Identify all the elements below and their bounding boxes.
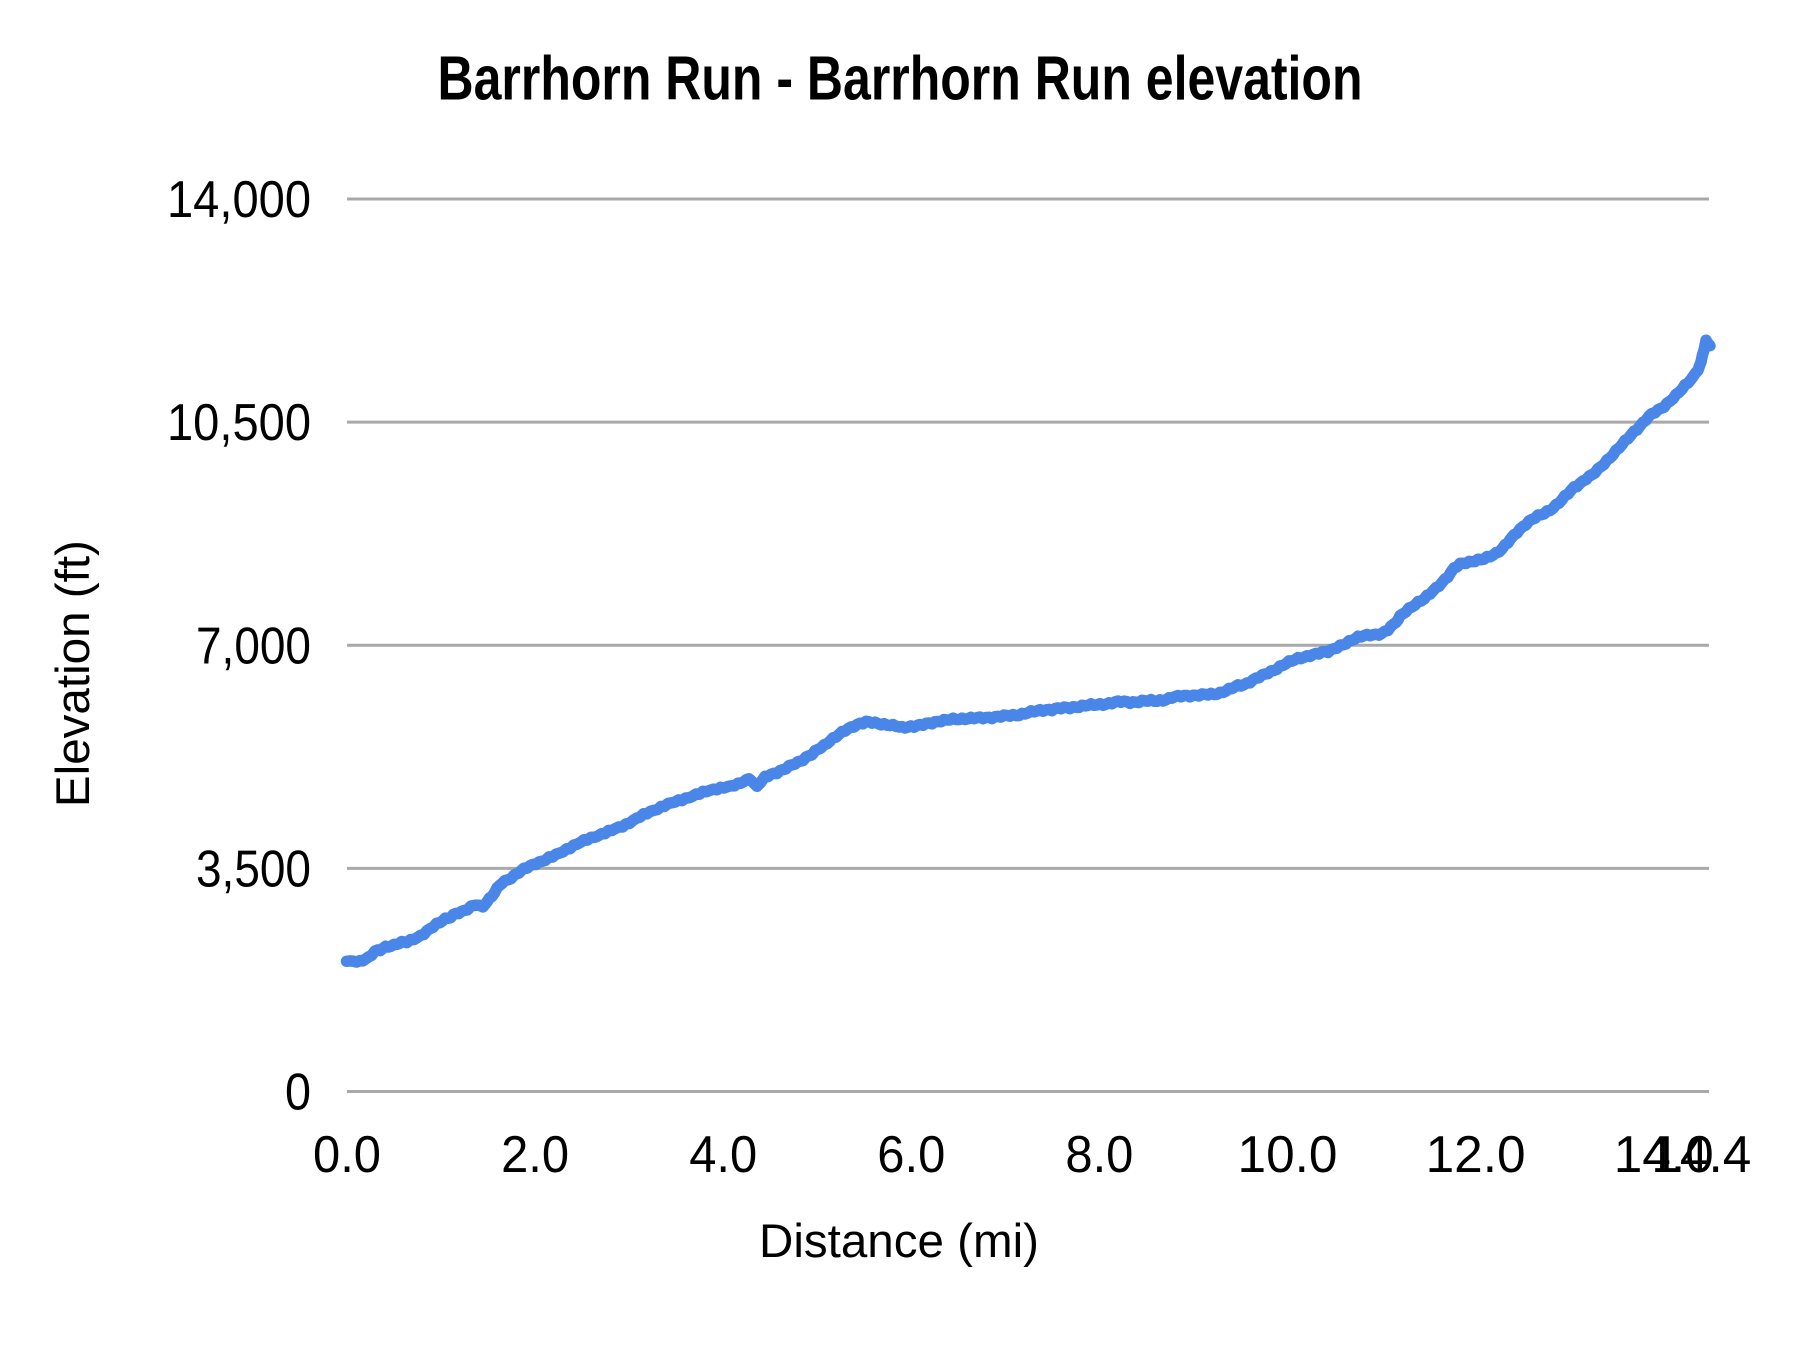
svg-text:0: 0 — [285, 1064, 311, 1122]
svg-text:Elevation (ft): Elevation (ft) — [46, 540, 99, 807]
svg-text:Distance (mi): Distance (mi) — [759, 1214, 1039, 1267]
svg-text:0.0: 0.0 — [313, 1126, 381, 1184]
svg-text:8.0: 8.0 — [1065, 1126, 1133, 1184]
svg-text:4.0: 4.0 — [689, 1126, 757, 1184]
svg-text:14.4: 14.4 — [1651, 1126, 1751, 1184]
svg-text:7,000: 7,000 — [196, 617, 311, 675]
svg-text:6.0: 6.0 — [877, 1126, 945, 1184]
svg-text:10.0: 10.0 — [1238, 1126, 1338, 1184]
svg-text:10,500: 10,500 — [167, 394, 311, 452]
svg-text:Barrhorn Run - Barrhorn Run el: Barrhorn Run - Barrhorn Run elevation — [438, 45, 1363, 114]
svg-text:14.0: 14.0 — [1614, 1126, 1714, 1184]
svg-text:14,000: 14,000 — [167, 171, 311, 229]
svg-text:12.0: 12.0 — [1426, 1126, 1526, 1184]
svg-text:2.0: 2.0 — [501, 1126, 569, 1184]
svg-text:3,500: 3,500 — [196, 840, 311, 898]
